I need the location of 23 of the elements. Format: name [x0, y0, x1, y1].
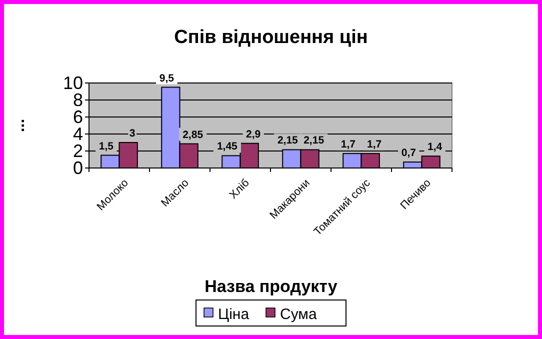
data-label: 1,45 [216, 140, 238, 153]
data-label: 3 [129, 128, 136, 140]
data-label: 0,7 [401, 147, 416, 160]
data-label: 2,9 [246, 128, 261, 140]
data-label: 2,85 [182, 128, 204, 141]
y-tick-label: 10 [62, 73, 83, 93]
x-axis-title: Назва продукту [204, 277, 338, 296]
y-tick-label: 2 [72, 141, 83, 161]
y-axis-title: ... [11, 118, 28, 132]
data-label: 1,4 [428, 141, 442, 154]
chart-title: Спів відношення цін [174, 27, 368, 48]
y-tick-label: 4 [72, 124, 83, 144]
data-label: 2,15 [304, 134, 324, 147]
legend-label: Ціна [218, 306, 250, 323]
data-label: 9,5 [159, 72, 174, 84]
data-label: 2,15 [277, 134, 298, 147]
data-label: 1,7 [340, 138, 356, 151]
y-tick-label: 0 [72, 158, 83, 178]
legend-label: Сума [280, 306, 318, 323]
y-tick-label: 8 [72, 90, 83, 110]
data-label: 1,5 [98, 140, 114, 152]
data-label: 1,7 [367, 138, 382, 151]
y-tick-label: 6 [72, 107, 83, 127]
